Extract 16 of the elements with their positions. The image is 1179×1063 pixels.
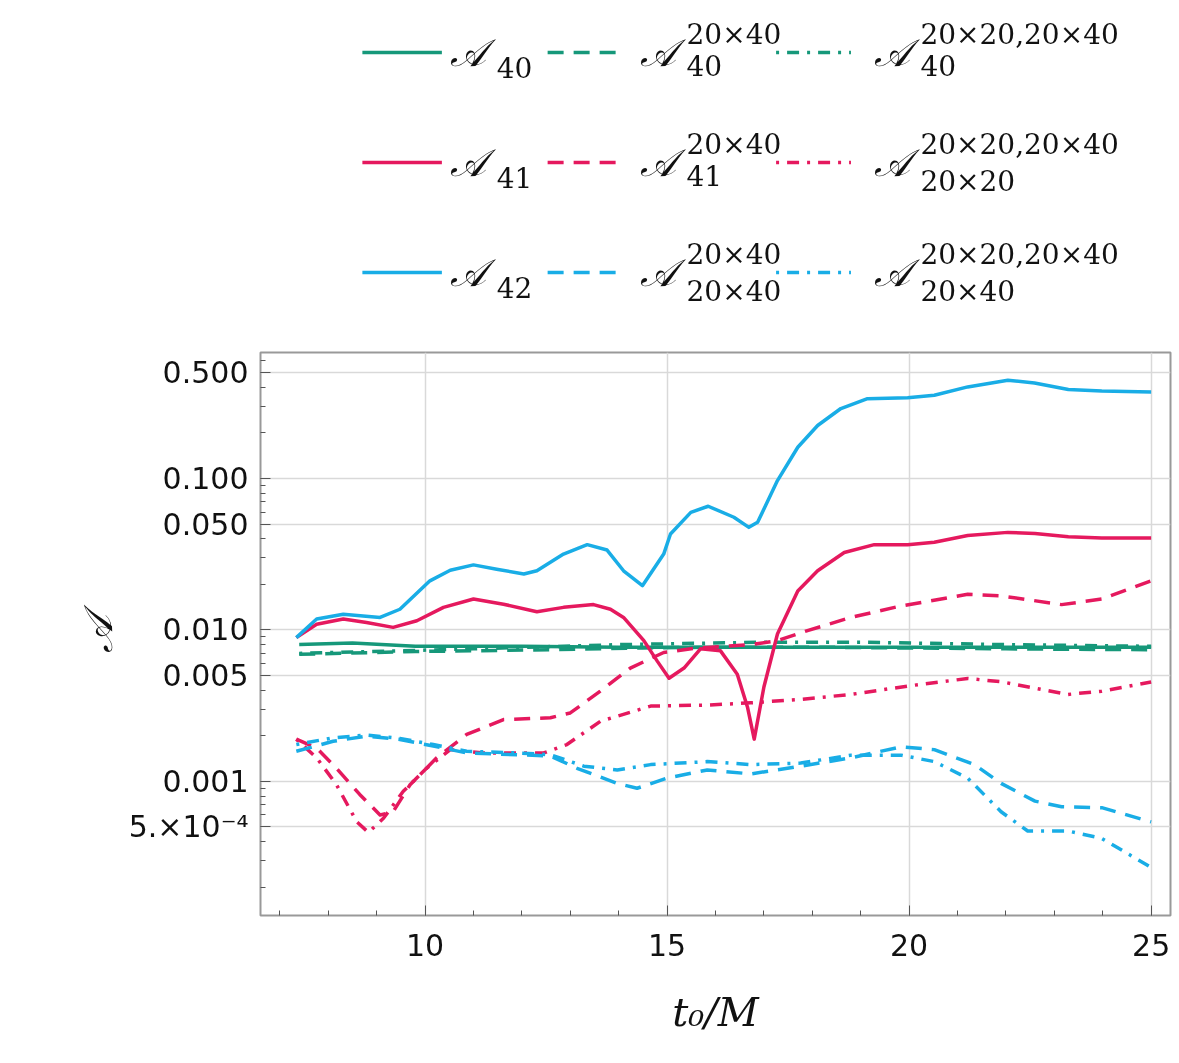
x-tick-label: 10: [405, 927, 445, 963]
y-tick-label: 0.005: [162, 658, 249, 694]
y-tick-label: 0.010: [162, 612, 249, 648]
y-tick-label: 0.001: [162, 763, 249, 799]
y-axis-title: 𝒜: [74, 604, 121, 653]
x-tick-label: 25: [1132, 927, 1171, 963]
x-tick-label: 15: [648, 927, 687, 963]
x-axis-title: t₀/M: [672, 988, 760, 1035]
y-tick-label: 0.500: [162, 355, 249, 391]
x-tick-label: 20: [890, 927, 929, 963]
legend-label: 𝒜42: [450, 250, 533, 305]
legend-label: 𝒜41: [450, 140, 533, 195]
y-tick-label: 0.050: [162, 506, 249, 542]
legend-label: 𝒜40: [450, 30, 533, 85]
y-tick-label: 0.100: [162, 461, 249, 497]
y-tick-label: 5.×10⁻⁴: [128, 809, 249, 845]
